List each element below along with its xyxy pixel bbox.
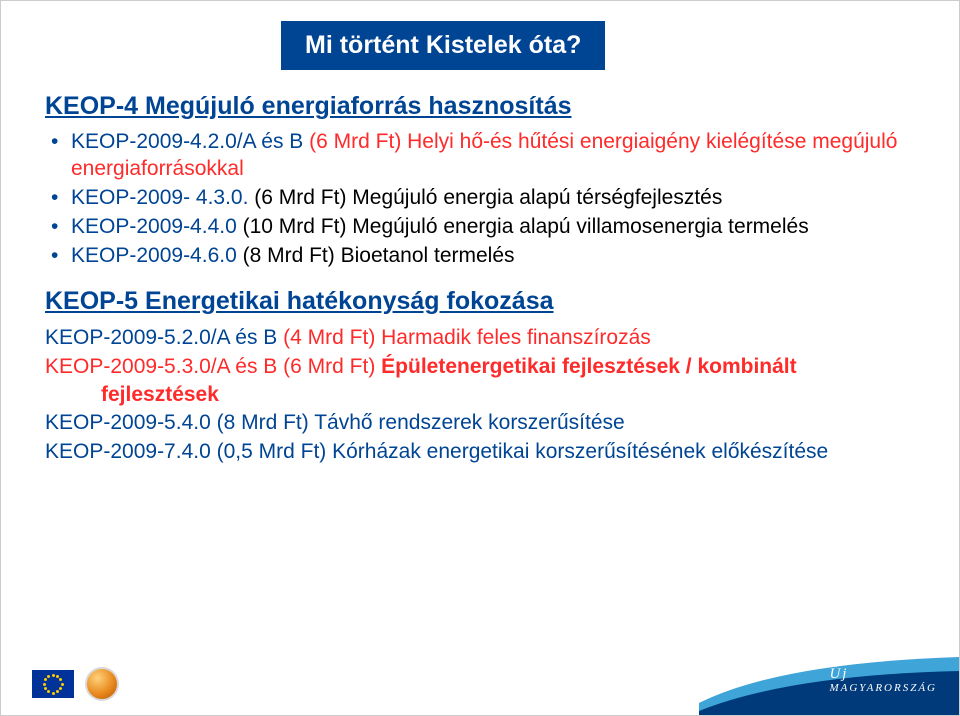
list-item: KEOP-2009-4.6.0 (8 Mrd Ft) Bioetanol ter…	[45, 243, 915, 270]
item-code: KEOP-2009-5.3.0/A és B	[45, 355, 277, 378]
slide-title: Mi történt Kistelek óta?	[305, 31, 581, 59]
list-item: KEOP-2009-4.2.0/A és B (6 Mrd Ft) Helyi …	[45, 129, 915, 183]
section1-list: KEOP-2009-4.2.0/A és B (6 Mrd Ft) Helyi …	[45, 129, 915, 269]
slide-title-bar: Mi történt Kistelek óta?	[281, 21, 605, 70]
list-item: KEOP-2009-4.4.0 (10 Mrd Ft) Megújuló ene…	[45, 214, 915, 241]
item-text: (4 Mrd Ft) Harmadik feles finanszírozás	[277, 326, 650, 349]
item-code: KEOP-2009-5.2.0/A és B	[45, 326, 277, 349]
item-code: KEOP-2009- 4.3.0.	[71, 186, 248, 209]
item-code: KEOP-2009-4.4.0	[71, 215, 237, 238]
section2-block: KEOP-2009-5.2.0/A és B (4 Mrd Ft) Harmad…	[45, 324, 915, 466]
item-text: (6 Mrd Ft) Megújuló energia alapú térség…	[248, 186, 722, 209]
slide-content: KEOP-4 Megújuló energiaforrás hasznosítá…	[1, 70, 959, 466]
footer-left-logos	[1, 667, 119, 715]
list-item: KEOP-2009-7.4.0 (0,5 Mrd Ft) Kórházak en…	[45, 438, 915, 466]
eu-flag-icon	[31, 669, 75, 699]
item-text: (10 Mrd Ft) Megújuló energia alapú villa…	[237, 215, 809, 238]
brand-line1: Új	[829, 667, 937, 682]
list-item: KEOP-2009- 4.3.0. (6 Mrd Ft) Megújuló en…	[45, 185, 915, 212]
list-item: KEOP-2009-5.2.0/A és B (4 Mrd Ft) Harmad…	[45, 324, 915, 352]
section1-heading: KEOP-4 Megújuló energiaforrás hasznosítá…	[45, 92, 915, 121]
item-text: (8 Mrd Ft) Bioetanol termelés	[237, 244, 515, 267]
item-text: (6 Mrd Ft)	[277, 355, 381, 378]
list-item: KEOP-2009-5.4.0 (8 Mrd Ft) Távhő rendsze…	[45, 409, 915, 437]
item-code: KEOP-2009-5.4.0	[45, 411, 211, 434]
brand-logo: Új MAGYARORSZÁG	[829, 667, 937, 695]
list-item: KEOP-2009-5.3.0/A és B (6 Mrd Ft) Épület…	[45, 353, 915, 410]
item-text: (0,5 Mrd Ft) Kórházak energetikai korsze…	[211, 440, 828, 463]
section2-heading: KEOP-5 Energetikai hatékonyság fokozása	[45, 287, 915, 316]
item-text: (8 Mrd Ft) Távhő rendszerek korszerűsíté…	[211, 411, 625, 434]
slide-footer: Új MAGYARORSZÁG	[1, 645, 959, 715]
item-code: KEOP-2009-4.2.0/A és B	[71, 130, 303, 153]
item-code: KEOP-2009-7.4.0	[45, 440, 211, 463]
footer-right-brand: Új MAGYARORSZÁG	[699, 645, 959, 715]
brand-line2: MAGYARORSZÁG	[829, 682, 937, 695]
item-code: KEOP-2009-4.6.0	[71, 244, 237, 267]
orb-icon	[85, 667, 119, 701]
